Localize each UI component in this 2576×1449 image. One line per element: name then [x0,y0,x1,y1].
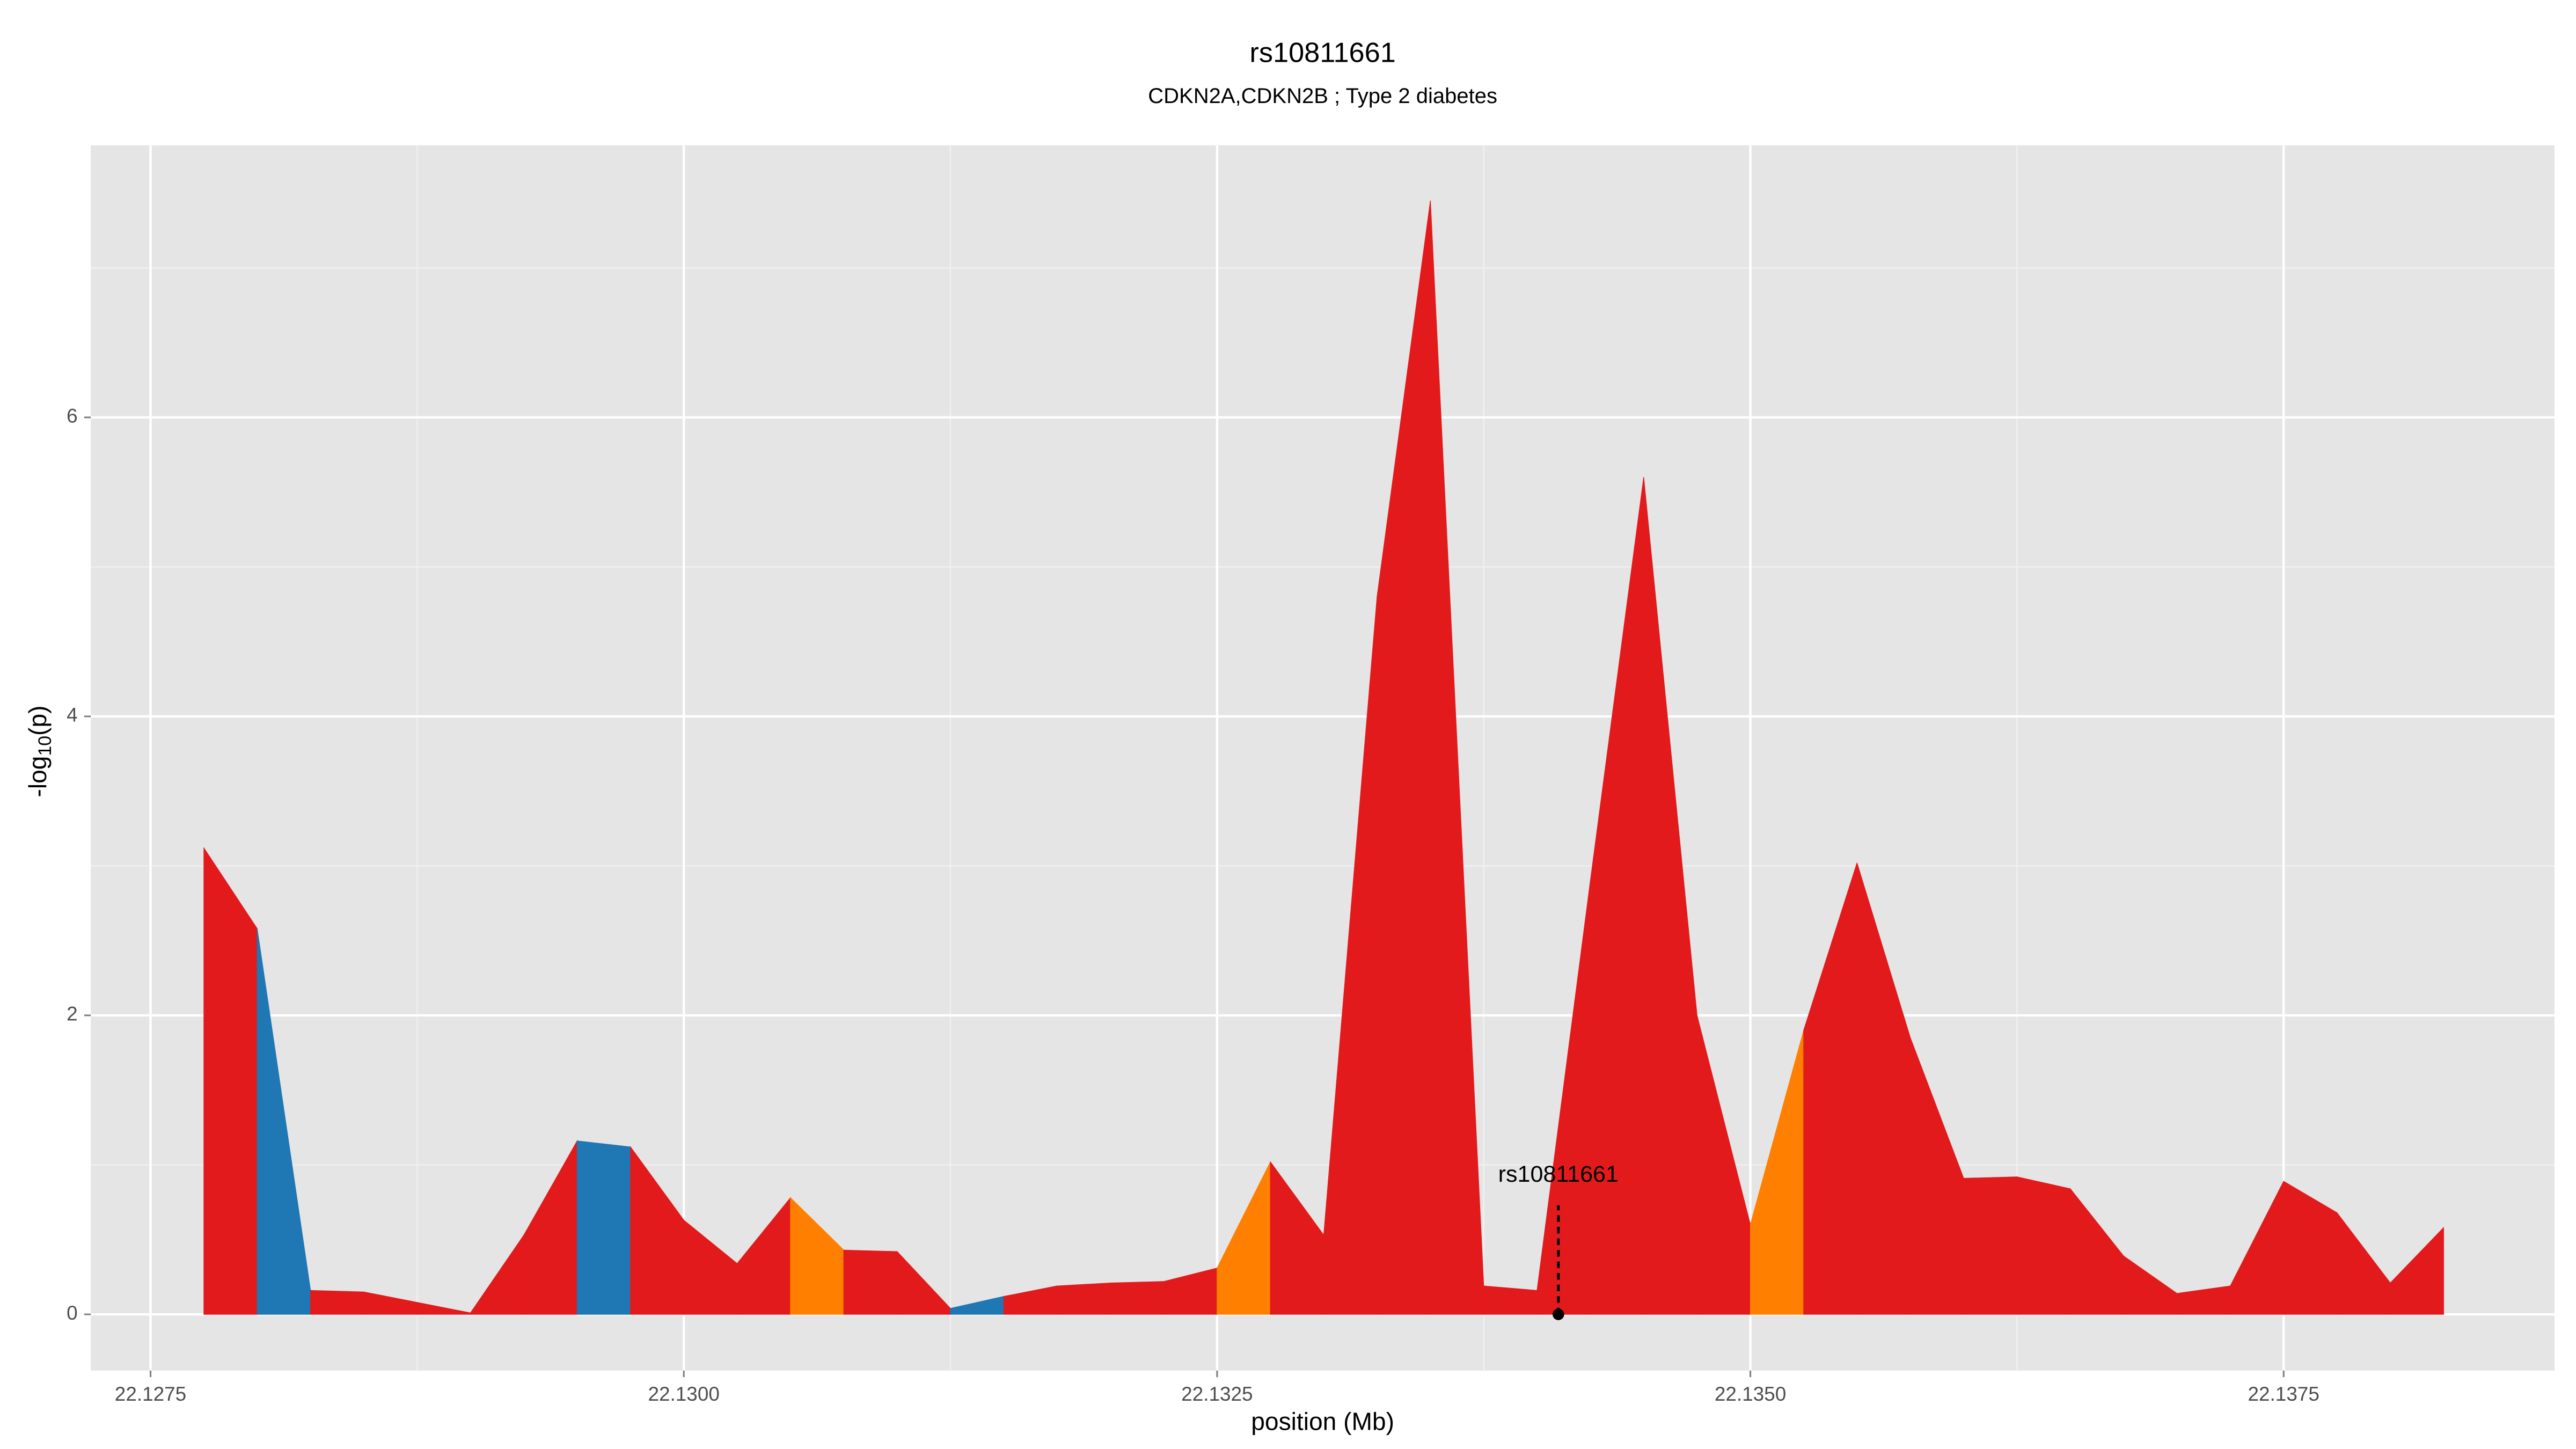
y-tick-label: 6 [67,405,78,427]
area-segment [310,1290,364,1315]
y-tick-label: 2 [67,1003,78,1025]
label-part: -log [24,756,52,797]
x-tick-label: 22.1300 [648,1383,719,1405]
panel [91,145,2555,1371]
area-segment [1057,1282,1111,1315]
x-tick-label: 22.1350 [1715,1383,1786,1405]
area-segment [843,1249,898,1315]
chart-title: rs10811661 [1249,37,1395,68]
subscript: 10 [35,736,55,756]
y-tick-label: 0 [67,1302,78,1324]
annotation-label: rs10811661 [1498,1161,1619,1187]
y-tick-label: 4 [67,704,78,726]
x-tick-label: 22.1275 [115,1383,186,1405]
chart-subtitle: CDKN2A,CDKN2B ; Type 2 diabetes [1148,84,1497,108]
area-segment [2390,1227,2444,1315]
area-segment [1963,1176,2017,1315]
area-segment [1110,1281,1165,1315]
y-axis-label: -log10(p) [24,706,55,797]
area-segment [576,1140,631,1315]
area-segment [2016,1176,2071,1315]
x-tick-label: 22.1325 [1181,1383,1253,1405]
label-part: (p) [24,706,52,736]
x-tick-label: 22.1375 [2248,1383,2319,1405]
x-axis-label: position (Mb) [1251,1407,1394,1435]
area-segment [1483,1285,1538,1315]
area-segment [203,846,258,1315]
annotation-point [1553,1308,1564,1320]
